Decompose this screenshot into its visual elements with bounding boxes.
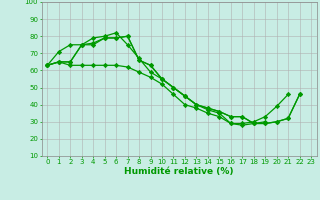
X-axis label: Humidité relative (%): Humidité relative (%) [124, 167, 234, 176]
